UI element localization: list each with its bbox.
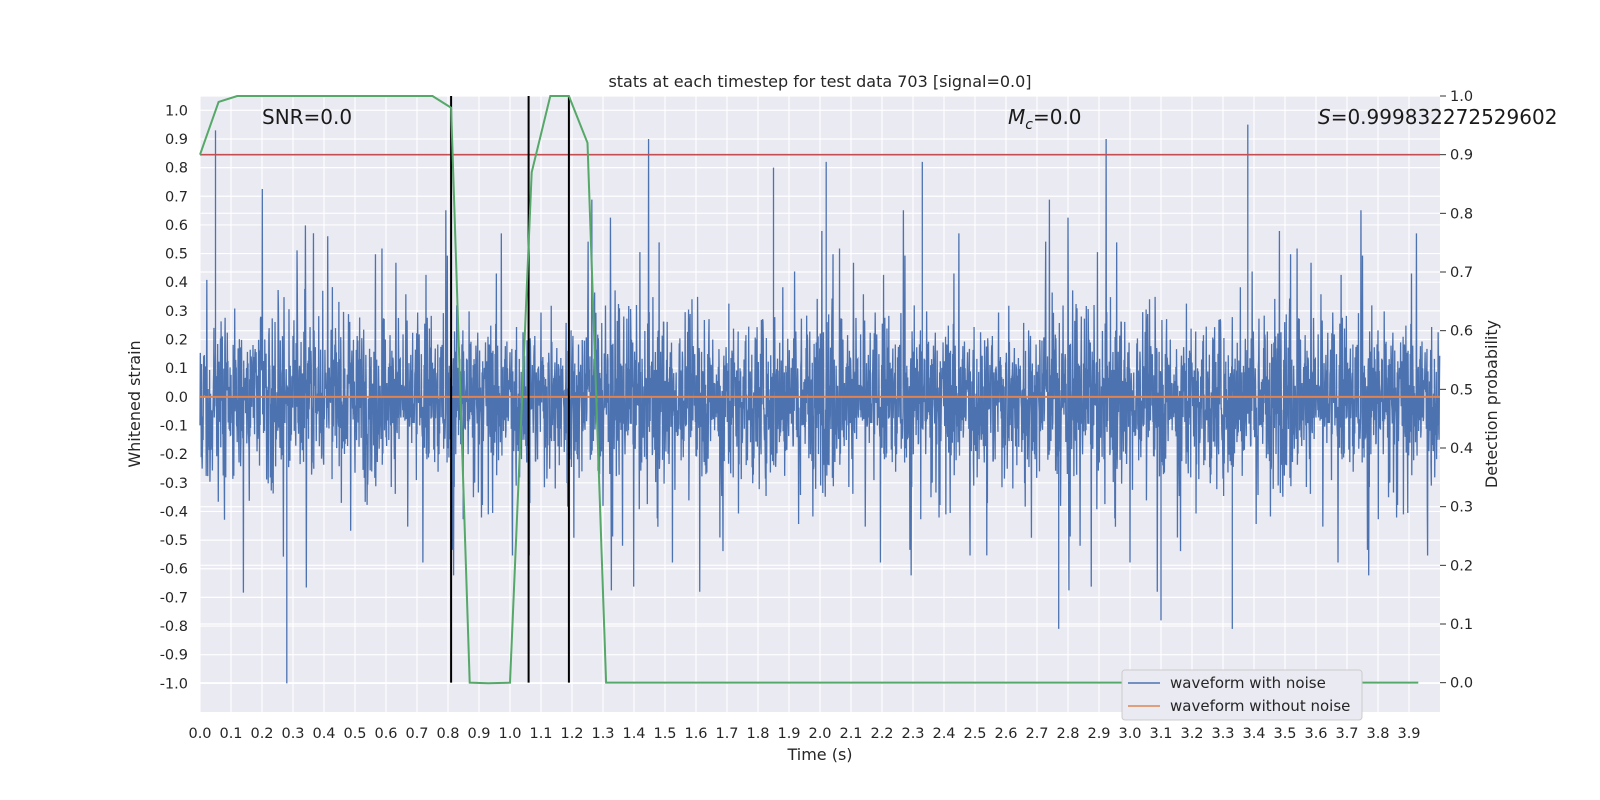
x-tick-label: 2.0 — [808, 726, 831, 742]
y-tick-label-right: 0.1 — [1450, 617, 1473, 633]
x-tick-label: 0.7 — [405, 726, 428, 742]
x-tick-label: 0.6 — [374, 726, 397, 742]
chirp-mass-annotation: Mc=0.0 — [1008, 105, 1082, 133]
x-tick-label: 0.2 — [250, 726, 273, 742]
legend: waveform with noise waveform without noi… — [1121, 669, 1363, 721]
x-tick-label: 0.4 — [312, 726, 335, 742]
x-tick-label: 2.1 — [839, 726, 862, 742]
x-tick-label: 1.1 — [529, 726, 552, 742]
y-tick-label-right: 0.2 — [1450, 558, 1473, 574]
x-tick-label: 3.6 — [1304, 726, 1327, 742]
y-tick-label-left: 1.0 — [165, 103, 188, 119]
legend-box — [1121, 669, 1363, 721]
y-tick-label-left: 0.6 — [165, 218, 188, 234]
y-tick-label-left: -0.4 — [160, 504, 188, 520]
x-tick-label: 1.8 — [746, 726, 769, 742]
x-tick-label: 1.4 — [622, 726, 645, 742]
y-tick-label-right: 0.8 — [1450, 206, 1473, 222]
x-tick-label: 1.9 — [777, 726, 800, 742]
x-tick-label: 3.8 — [1366, 726, 1389, 742]
y-tick-label-left: 0.4 — [165, 275, 188, 291]
y-tick-label-right: 0.7 — [1450, 265, 1473, 281]
x-tick-label: 0.5 — [343, 726, 366, 742]
y-tick-label-left: 0.2 — [165, 333, 188, 349]
y-tick-label-left: 0.3 — [165, 304, 188, 320]
x-tick-label: 2.8 — [1056, 726, 1079, 742]
y-tick-label-left: -0.5 — [160, 533, 188, 549]
x-axis-label: Time (s) — [786, 745, 852, 764]
y-tick-label-right: 0.4 — [1450, 441, 1473, 457]
x-tick-label: 3.3 — [1211, 726, 1234, 742]
x-tick-label: 2.7 — [1025, 726, 1048, 742]
y-tick-label-left: 0.9 — [165, 132, 188, 148]
x-tick-label: 3.1 — [1149, 726, 1172, 742]
x-tick-label: 2.3 — [901, 726, 924, 742]
x-tick-label: 1.5 — [653, 726, 676, 742]
y-tick-label-right: 1.0 — [1450, 89, 1473, 105]
x-tick-label: 1.0 — [498, 726, 521, 742]
x-tick-label: 1.7 — [715, 726, 738, 742]
x-tick-label: 1.2 — [560, 726, 583, 742]
series-layer — [199, 95, 1441, 685]
y-tick-label-left: -0.6 — [160, 562, 188, 578]
x-tick-label: 0.3 — [281, 726, 304, 742]
y-tick-label-left: 0.7 — [165, 189, 188, 205]
detection-probability-line — [199, 95, 1419, 685]
y-tick-label-left: -1.0 — [160, 676, 188, 692]
legend-label-noise: waveform with noise — [1170, 674, 1326, 692]
x-tick-label: 3.5 — [1273, 726, 1296, 742]
x-tick-label: 3.9 — [1397, 726, 1420, 742]
x-tick-label: 0.0 — [188, 726, 211, 742]
y-tick-label-left: -0.7 — [160, 590, 188, 606]
y-tick-label-left: 0.8 — [165, 161, 188, 177]
tick-labels: 0.0 0.1 0.2 0.3 0.4 0.5 0.6 0.7 0.8 0.9 1.0 1.1 1.2 1… — [160, 89, 1473, 742]
y-tick-label-left: 0.0 — [165, 390, 188, 406]
x-tick-label: 1.3 — [591, 726, 614, 742]
y-tick-label-left: 0.1 — [165, 361, 188, 377]
y-tick-label-left: -0.8 — [160, 619, 188, 635]
x-tick-label: 3.2 — [1180, 726, 1203, 742]
snr-annotation: SNR=0.0 — [262, 105, 352, 129]
y-tick-label-right: 0.3 — [1450, 500, 1473, 516]
y-tick-label-left: -0.1 — [160, 418, 188, 434]
legend-label-clean: waveform without noise — [1170, 697, 1350, 715]
y-tick-label-right: 0.6 — [1450, 324, 1473, 340]
chart-title: stats at each timestep for test data 703… — [608, 72, 1031, 91]
s-annotation: S=0.999832272529602 — [1318, 105, 1557, 129]
x-tick-label: 0.9 — [467, 726, 490, 742]
x-tick-label: 2.4 — [932, 726, 955, 742]
x-tick-label: 3.4 — [1242, 726, 1265, 742]
x-tick-label: 2.2 — [870, 726, 893, 742]
x-tick-label: 2.6 — [994, 726, 1017, 742]
y-axis-label-right: Detection probability — [1482, 320, 1501, 488]
x-tick-label: 1.6 — [684, 726, 707, 742]
x-tick-label: 0.8 — [436, 726, 459, 742]
waveform-with-noise-line — [199, 124, 1441, 684]
y-tick-label-left: -0.3 — [160, 476, 188, 492]
y-tick-label-left: 0.5 — [165, 247, 188, 263]
x-tick-label: 2.9 — [1087, 726, 1110, 742]
y-axis-label-left: Whitened strain — [125, 340, 144, 467]
y-tick-label-right: 0.0 — [1450, 676, 1473, 692]
y-tick-label-right: 0.5 — [1450, 382, 1473, 398]
y-tick-label-left: -0.2 — [160, 447, 188, 463]
y-tick-label-left: -0.9 — [160, 648, 188, 664]
x-tick-label: 3.0 — [1118, 726, 1141, 742]
x-tick-label: 3.7 — [1335, 726, 1358, 742]
x-tick-label: 2.5 — [963, 726, 986, 742]
y-tick-label-right: 0.9 — [1450, 148, 1473, 164]
x-tick-label: 0.1 — [219, 726, 242, 742]
